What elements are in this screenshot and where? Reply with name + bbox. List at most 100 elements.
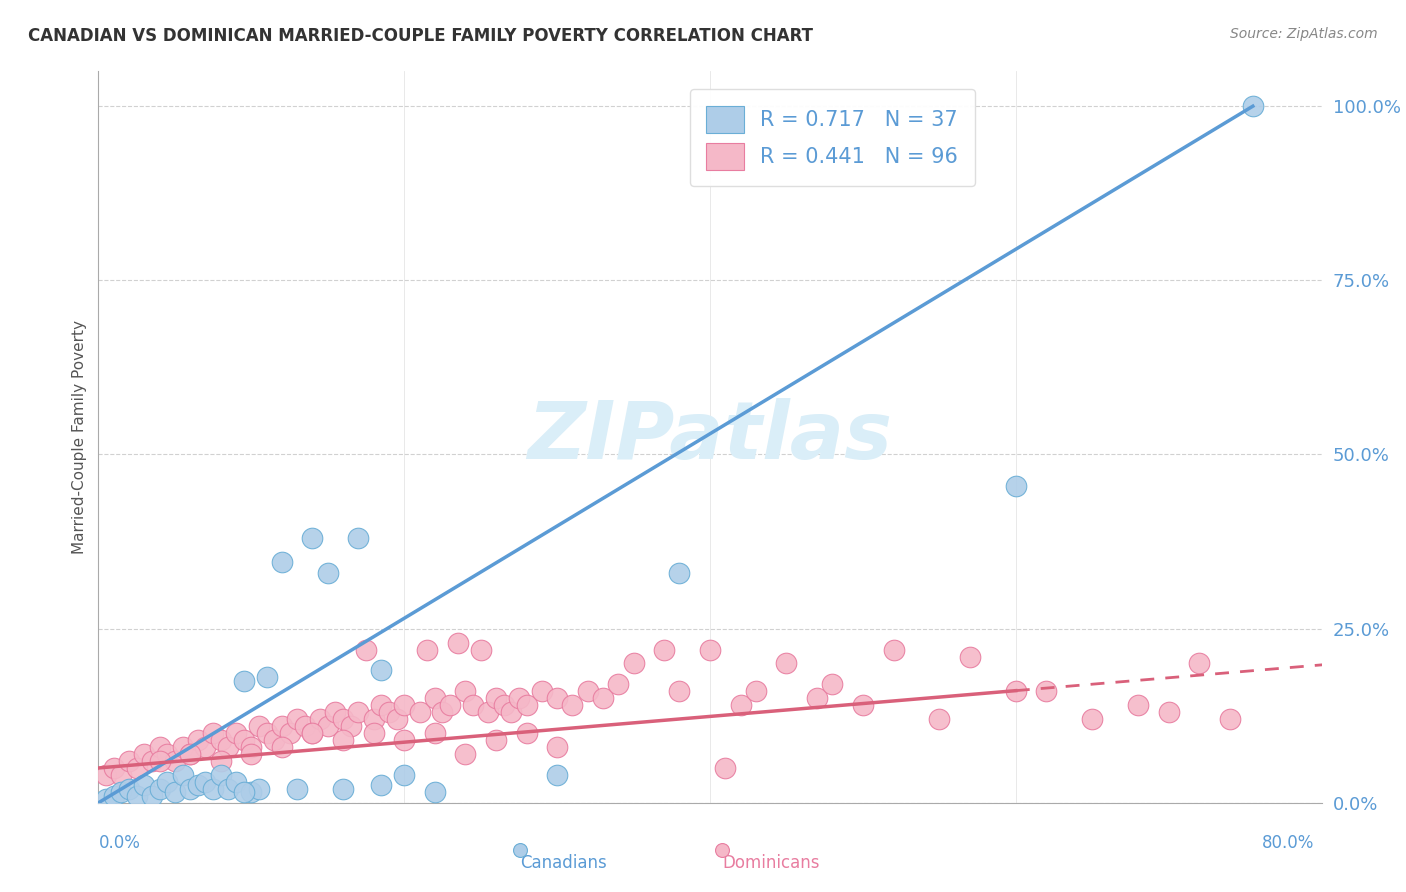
Point — [202, 781, 225, 796]
Point — [179, 747, 201, 761]
Point — [270, 740, 292, 755]
Point — [454, 747, 477, 761]
Point — [477, 705, 499, 719]
Text: Dominicans: Dominicans — [723, 854, 820, 872]
Point — [408, 705, 430, 719]
Point — [156, 775, 179, 789]
Point — [240, 785, 263, 799]
Point — [576, 684, 599, 698]
Point — [118, 781, 141, 796]
Point — [485, 733, 508, 747]
Point — [370, 698, 392, 713]
Point — [592, 691, 614, 706]
Point — [1241, 99, 1264, 113]
Point — [1004, 479, 1026, 493]
Point — [461, 698, 484, 713]
Point — [217, 740, 239, 755]
Point — [852, 698, 875, 713]
Point — [607, 677, 630, 691]
Point — [225, 726, 247, 740]
Point — [172, 768, 194, 782]
Point — [439, 698, 461, 713]
Point — [1035, 684, 1057, 698]
Point — [256, 726, 278, 740]
Point — [240, 747, 263, 761]
Point — [432, 705, 454, 719]
Point — [301, 726, 323, 740]
Point — [110, 768, 132, 782]
Point — [1004, 684, 1026, 698]
Point — [339, 719, 361, 733]
Point — [118, 754, 141, 768]
Point — [125, 761, 148, 775]
Point — [561, 698, 583, 713]
Point — [316, 719, 339, 733]
Point — [454, 684, 477, 698]
Text: CANADIAN VS DOMINICAN MARRIED-COUPLE FAMILY POVERTY CORRELATION CHART: CANADIAN VS DOMINICAN MARRIED-COUPLE FAM… — [28, 27, 813, 45]
Point — [423, 691, 446, 706]
Point — [156, 747, 179, 761]
Point — [103, 789, 125, 803]
Point — [278, 726, 301, 740]
Point — [179, 781, 201, 796]
Point — [530, 684, 553, 698]
Text: Source: ZipAtlas.com: Source: ZipAtlas.com — [1230, 27, 1378, 41]
Point — [492, 698, 515, 713]
Point — [172, 740, 194, 755]
Point — [232, 733, 254, 747]
Point — [103, 761, 125, 775]
Point — [149, 754, 172, 768]
Point — [363, 712, 385, 726]
Point — [699, 642, 721, 657]
Point — [202, 726, 225, 740]
Point — [614, 841, 637, 855]
Point — [392, 733, 416, 747]
Point — [301, 531, 323, 545]
Point — [501, 705, 523, 719]
Point — [232, 673, 254, 688]
Point — [363, 726, 385, 740]
Point — [240, 740, 263, 755]
Point — [247, 781, 270, 796]
Point — [285, 712, 308, 726]
Point — [470, 642, 492, 657]
Point — [332, 733, 354, 747]
Point — [546, 691, 568, 706]
Point — [194, 740, 217, 755]
Point — [883, 642, 905, 657]
Point — [775, 657, 797, 671]
Point — [179, 747, 201, 761]
Text: ZIPatlas: ZIPatlas — [527, 398, 893, 476]
Point — [256, 670, 278, 684]
Point — [347, 531, 370, 545]
Point — [232, 785, 254, 799]
Point — [354, 642, 377, 657]
Point — [806, 691, 828, 706]
Point — [285, 781, 308, 796]
Point — [270, 719, 292, 733]
Point — [149, 781, 172, 796]
Point — [325, 705, 347, 719]
Point — [1188, 657, 1211, 671]
Point — [1157, 705, 1180, 719]
Point — [209, 754, 232, 768]
Point — [1128, 698, 1150, 713]
Point — [332, 781, 354, 796]
Point — [134, 747, 156, 761]
Point — [309, 712, 332, 726]
Point — [301, 726, 323, 740]
Point — [516, 698, 538, 713]
Point — [668, 684, 690, 698]
Point — [508, 691, 530, 706]
Point — [209, 768, 232, 782]
Point — [485, 691, 508, 706]
Point — [516, 726, 538, 740]
Point — [546, 740, 568, 755]
Point — [332, 712, 354, 726]
Point — [623, 657, 645, 671]
Point — [1081, 712, 1104, 726]
Point — [187, 733, 209, 747]
Point — [546, 768, 568, 782]
Point — [423, 726, 446, 740]
Point — [745, 684, 768, 698]
